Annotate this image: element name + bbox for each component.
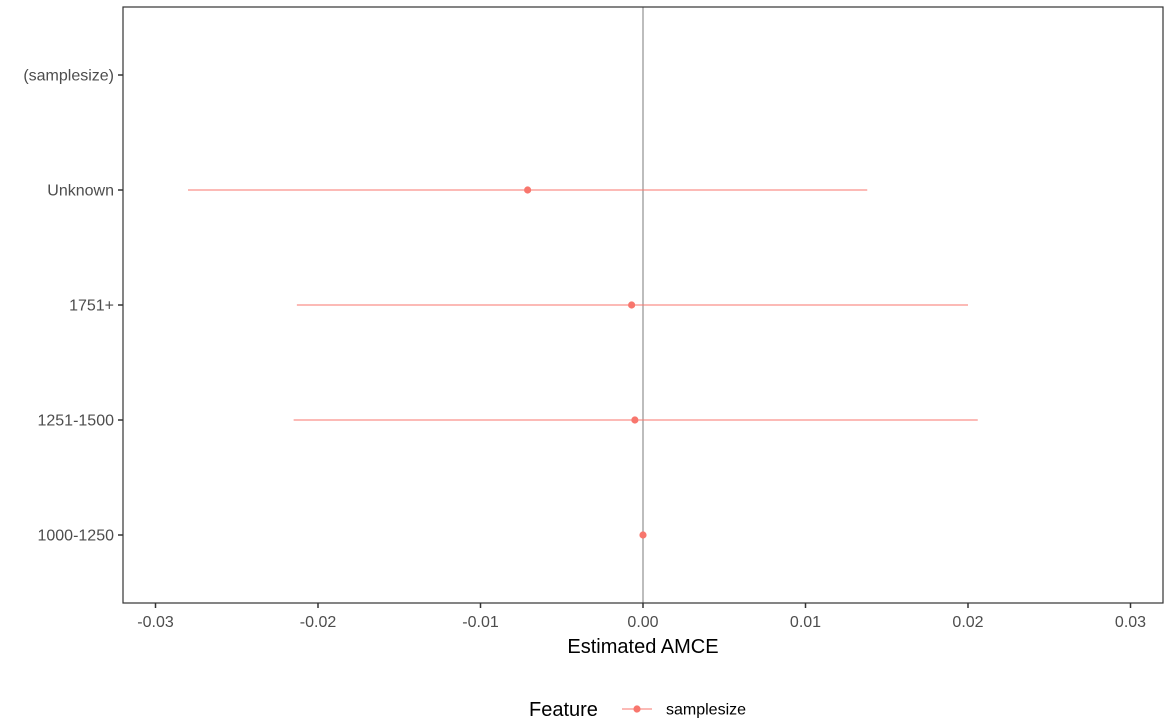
x-tick-label: 0.03	[1115, 614, 1146, 631]
legend-title: Feature	[529, 699, 598, 721]
x-tick-label: -0.03	[137, 614, 174, 631]
y-axis: (samplesize) Unknown 1751+ 1251-1500 1000-12…	[23, 68, 123, 545]
y-tick-label: 1751+	[69, 298, 114, 315]
x-tick-label: -0.02	[300, 614, 337, 631]
y-tick-label: (samplesize)	[23, 68, 114, 85]
y-tick-label: 1000-1250	[37, 528, 114, 545]
series-layer	[188, 186, 978, 539]
legend-key-point-0	[633, 705, 641, 713]
x-axis: -0.03 -0.02 -0.01 0.00 0.01 0.02 0.03	[137, 603, 1146, 631]
legend: Feature samplesize	[529, 699, 746, 721]
point-0-0	[524, 186, 532, 194]
point-0-2	[631, 416, 639, 424]
legend-entry-label: samplesize	[666, 702, 746, 719]
point-0-3	[639, 531, 647, 539]
x-axis-title: Estimated AMCE	[567, 636, 718, 658]
legend-entries: samplesize	[622, 702, 746, 719]
x-tick-label: -0.01	[462, 614, 499, 631]
x-tick-label: 0.00	[627, 614, 658, 631]
x-tick-label: 0.01	[790, 614, 821, 631]
y-tick-label: Unknown	[47, 183, 114, 200]
point-0-1	[628, 301, 636, 309]
x-tick-label: 0.02	[952, 614, 983, 631]
y-tick-label: 1251-1500	[37, 413, 114, 430]
